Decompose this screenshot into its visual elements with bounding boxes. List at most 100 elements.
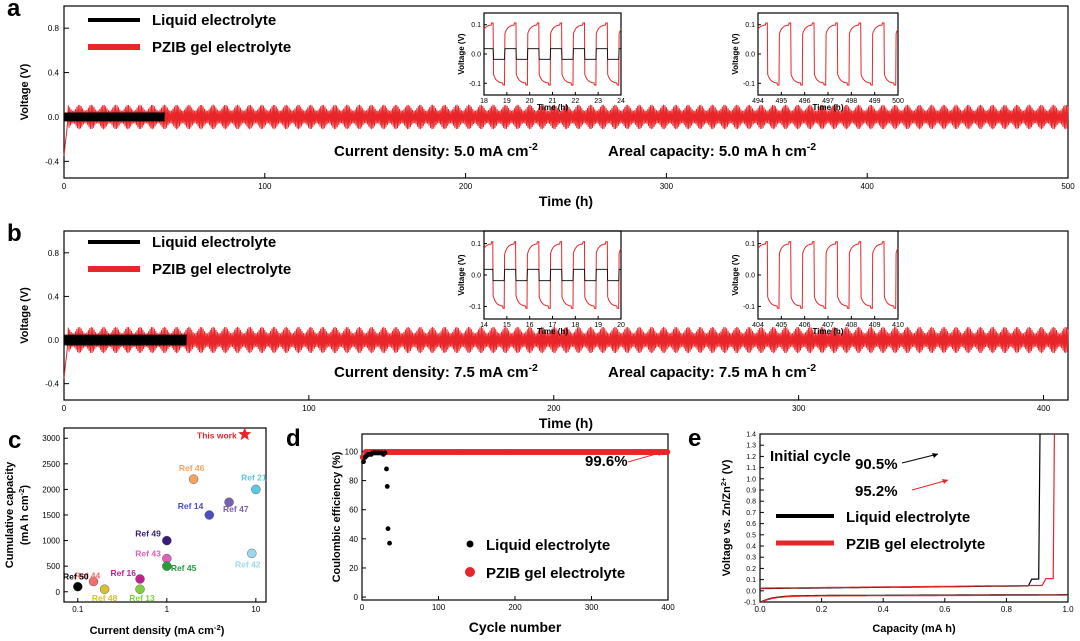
x-tick-label: 100 (432, 603, 446, 612)
ce-point-liquid (384, 484, 390, 489)
y-tick-label: 0.8 (48, 24, 60, 33)
inset-x-tick-label: 17 (549, 322, 557, 329)
legend-label: PZIB gel electrolyte (486, 565, 625, 582)
inset-x-tick-label: 23 (594, 98, 602, 105)
inset-x-tick-label: 22 (571, 98, 579, 105)
data-point (204, 510, 215, 520)
inset-x-tick-label: 20 (617, 322, 625, 329)
x-tick-label: 300 (792, 404, 806, 413)
data-label: Ref 13 (129, 593, 155, 603)
y-axis-title: Cumulative capacity (4, 461, 16, 568)
x-tick-label: 200 (459, 182, 473, 191)
y-tick-label: 1.2 (746, 454, 756, 461)
inset-x-tick-label: 409 (869, 322, 881, 329)
inset-x-tick-label: 18 (480, 98, 488, 105)
data-point (135, 574, 145, 584)
y-tick-label: 0.8 (746, 499, 756, 506)
inset-series-liquid (484, 48, 621, 60)
y-axis-title: Voltage (V) (19, 287, 31, 344)
data-label: Ref 50 (63, 572, 89, 582)
inset-x-tick-label: 410 (892, 322, 904, 329)
data-point (247, 548, 257, 559)
legend-label: Liquid electrolyte (152, 234, 276, 251)
inset-x-tick-label: 498 (845, 98, 857, 105)
y-tick-label: 1.0 (746, 476, 756, 483)
y-tick-label: 1500 (42, 511, 60, 520)
inset-x-tick-label: 19 (503, 98, 511, 105)
inset-y-axis-title: Voltage (V) (457, 254, 466, 296)
inset-y-tick-label: -0.1 (743, 304, 755, 311)
inset-y-tick-label: -0.1 (469, 304, 481, 311)
y-tick-label: 1.4 (746, 432, 756, 439)
x-tick-label: 10 (251, 605, 260, 614)
inset-x-axis-title: Time (h) (537, 327, 568, 336)
panel-label: c (8, 427, 21, 454)
y-tick-label: -0.4 (45, 157, 59, 166)
series-pzib-gel (63, 326, 1069, 379)
inset-series-pzib-gel (483, 240, 622, 310)
inset-x-tick-label: 495 (775, 98, 787, 105)
data-label: Ref 42 (235, 559, 261, 569)
y-tick-label: 60 (349, 506, 358, 515)
legend-marker (466, 540, 474, 548)
inset-x-tick-label: 19 (594, 322, 602, 329)
inset-y-tick-label: 0.0 (471, 273, 481, 280)
x-tick-label: 0 (62, 182, 67, 191)
y-tick-label: 500 (47, 562, 61, 571)
panel-label: a (7, 0, 21, 22)
y-tick-label: -0.1 (744, 600, 756, 607)
x-tick-label: 400 (1037, 404, 1051, 413)
legend-label: PZIB gel electrolyte (846, 536, 985, 553)
x-axis-title: Capacity (mA h) (872, 623, 956, 635)
legend-label: PZIB gel electrolyte (152, 261, 291, 278)
data-point (135, 584, 145, 594)
data-point (224, 497, 234, 507)
inset-y-tick-label: 0.0 (471, 52, 481, 59)
x-axis-title: Time (h) (539, 193, 593, 209)
inset-y-axis-title: Voltage (V) (731, 254, 740, 296)
y-tick-label: 0.4 (746, 544, 756, 551)
inset-y-tick-label: 0.1 (471, 22, 481, 29)
data-point-this-work (238, 427, 252, 441)
inset-y-tick-label: 0.0 (745, 52, 755, 59)
data-point (251, 484, 261, 495)
y-tick-label: 2500 (42, 460, 60, 469)
plot-frame (63, 5, 1069, 179)
inset-y-axis-title: Voltage (V) (731, 33, 740, 75)
inset-series-liquid (484, 268, 621, 282)
plot-frame (63, 230, 1069, 401)
y-tick-label: 1.1 (746, 465, 756, 472)
chart-a: a 0 100 200 300 400 500 -0.4 0.0 0.4 0.8 Time (h) Vo… (7, 0, 1075, 209)
x-tick-label: 0.4 (878, 605, 890, 614)
x-axis-title: Time (h) (539, 415, 593, 431)
annotation-arrow (911, 479, 949, 491)
data-label: Ref 43 (135, 549, 161, 559)
inset-x-tick-label: 499 (869, 98, 881, 105)
inset-x-tick-label: 407 (822, 322, 834, 329)
x-axis-title: Cycle number (469, 619, 562, 635)
y-axis-title-unit: (mA h cm-2) (17, 485, 32, 546)
ce-point-liquid (361, 459, 366, 465)
y-tick-label: 0 (56, 588, 61, 597)
annotation-current-density: Current density: 7.5 mA cm-2 (334, 362, 538, 381)
ce-point-liquid (382, 450, 388, 456)
annotation-liquid-efficiency: 90.5% (855, 456, 898, 473)
chart-b: b 0 100 200 300 400 -0.4 0.0 0.4 0.8 Time (h) Volta… (7, 220, 1069, 431)
inset-x-tick-label: 497 (822, 98, 834, 105)
y-tick-label: 40 (349, 535, 358, 544)
y-tick-label: 0 (354, 593, 359, 602)
data-label: Ref 14 (178, 501, 204, 511)
x-tick-label: 100 (258, 182, 272, 191)
inset-x-tick-label: 15 (503, 322, 511, 329)
legend-label: Liquid electrolyte (486, 537, 610, 554)
y-axis-title: Coulombic efficiency (%) (331, 451, 343, 582)
x-tick-label: 0 (62, 404, 67, 413)
inset-y-axis-title: Voltage (V) (457, 33, 466, 75)
inset-x-tick-label: 405 (775, 322, 787, 329)
inset-series-pzib-gel (757, 22, 899, 86)
inset-x-tick-label: 21 (549, 98, 557, 105)
inset-1: 14 15 16 17 18 19 20 0.1 0.0 -0.1 Time (h) Voltage … (457, 230, 625, 336)
annotation-ce-value: 99.6% (585, 453, 628, 470)
x-axis-title: Current density (mA cm-2) (90, 623, 225, 638)
